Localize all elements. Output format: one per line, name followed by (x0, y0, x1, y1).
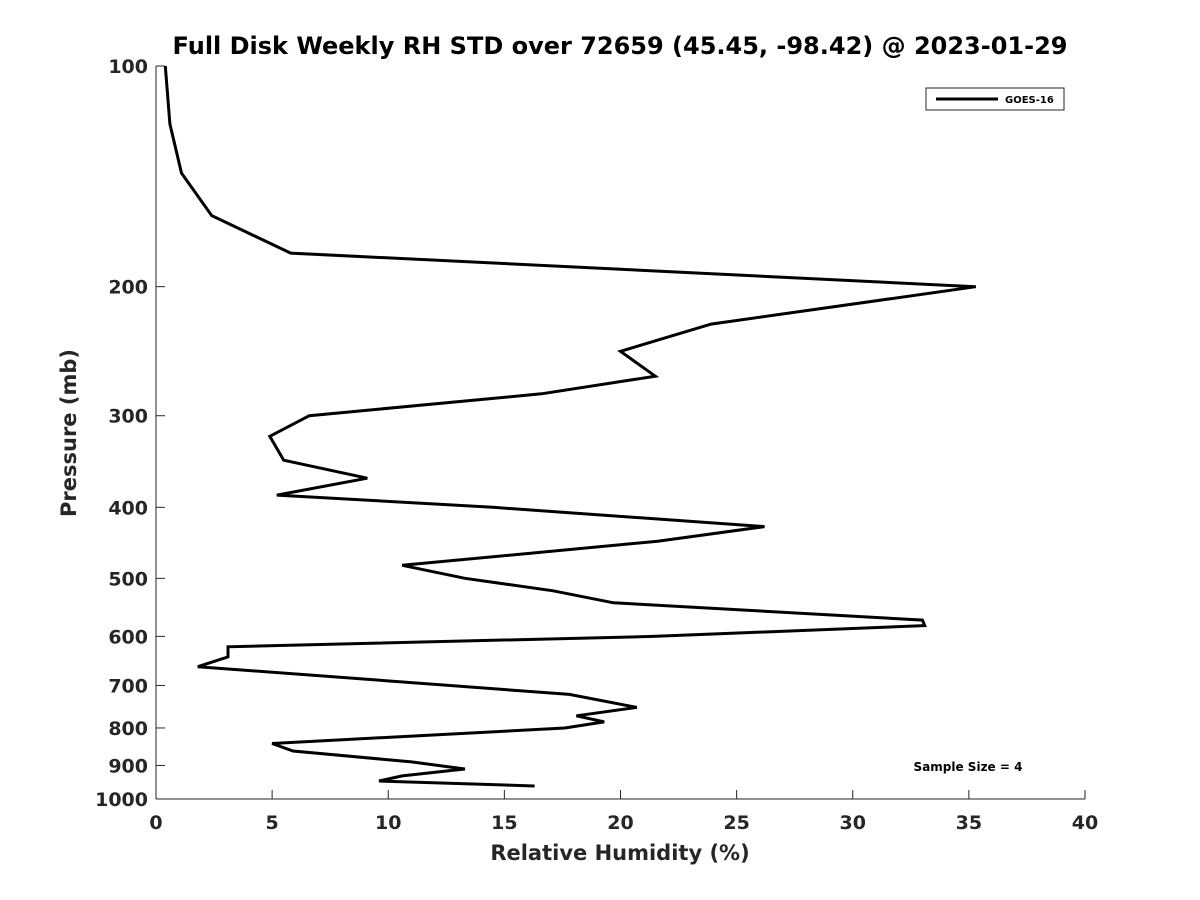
x-tick-label: 25 (723, 812, 749, 834)
y-tick-label: 400 (108, 497, 148, 519)
y-axis-ticks: 100 200 300 400 500 600 700 800 900 1000 (95, 56, 165, 811)
x-axis-label: Relative Humidity (%) (490, 841, 749, 865)
y-tick-label: 1000 (95, 789, 148, 811)
series-line-goes-16 (163, 65, 977, 788)
y-tick-label: 200 (108, 277, 148, 299)
x-tick-label: 15 (491, 812, 517, 834)
x-tick-label: 40 (1072, 812, 1098, 834)
y-axis-label: Pressure (mb) (57, 349, 81, 517)
x-axis-ticks: 0 5 10 15 20 25 30 35 40 (149, 790, 1098, 834)
x-tick-label: 30 (840, 812, 866, 834)
series-layer (163, 65, 977, 788)
sample-size-annotation: Sample Size = 4 (914, 760, 1023, 774)
y-tick-label: 900 (108, 755, 148, 777)
chart-title: Full Disk Weekly RH STD over 72659 (45.4… (173, 32, 1068, 60)
y-tick-label: 100 (108, 56, 148, 78)
y-tick-label: 300 (108, 406, 148, 428)
x-tick-label: 20 (607, 812, 633, 834)
x-tick-label: 35 (956, 812, 982, 834)
legend-label-goes-16: GOES-16 (1005, 95, 1054, 106)
y-tick-label: 700 (108, 675, 148, 697)
x-tick-label: 10 (375, 812, 401, 834)
y-tick-label: 600 (108, 626, 148, 648)
x-tick-label: 5 (266, 812, 279, 834)
axes (155, 66, 1085, 800)
y-tick-label: 500 (108, 568, 148, 590)
x-tick-label: 0 (149, 812, 162, 834)
y-tick-label: 800 (108, 718, 148, 740)
legend: GOES-16 (925, 87, 1065, 111)
